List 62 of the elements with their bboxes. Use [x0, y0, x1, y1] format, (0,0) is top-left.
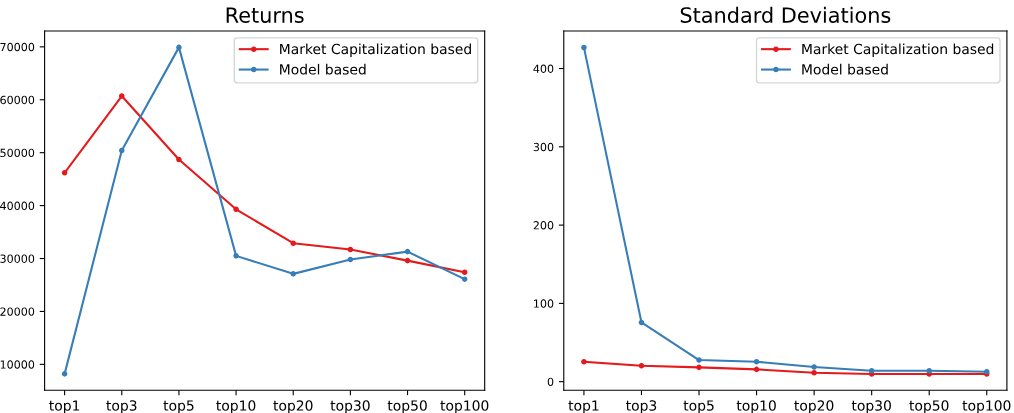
y-tick-label: 60000: [0, 95, 35, 105]
point: [811, 369, 817, 376]
legend-label: Model based: [802, 63, 888, 75]
point: [176, 156, 182, 163]
point: [347, 246, 354, 253]
x-tick-label: top100: [962, 400, 1011, 413]
point: [404, 248, 411, 255]
point: [696, 357, 702, 363]
x-tick-label: top20: [794, 400, 834, 413]
point: [638, 362, 645, 369]
point: [233, 206, 239, 213]
x-tick-label: top5: [683, 400, 714, 413]
y-tick-label: 100: [534, 299, 554, 308]
x-tick-label: top30: [330, 400, 370, 413]
x-tick-label: top5: [163, 400, 194, 413]
legend-label: Market Capitalization based: [802, 43, 994, 57]
point: [581, 44, 587, 51]
x-tick-label: top30: [851, 400, 891, 413]
point: [811, 364, 817, 370]
point: [61, 170, 68, 176]
x-tick-label: top20: [273, 400, 313, 413]
chart-title: Standard Deviations: [680, 6, 891, 23]
point: [176, 44, 182, 51]
x-tick-label: top1: [49, 400, 80, 413]
point: [61, 371, 68, 377]
point: [461, 276, 468, 282]
chart-title: Returns: [226, 7, 304, 23]
point: [753, 358, 760, 365]
point: [461, 269, 468, 276]
x-tick-label: top50: [909, 400, 949, 413]
y-tick-label: 50000: [0, 148, 35, 158]
x-tick-label: top10: [736, 400, 776, 413]
point: [118, 93, 125, 99]
legend-label: Market Capitalization based: [280, 43, 471, 57]
y-tick-label: 400: [533, 64, 554, 73]
point: [753, 366, 760, 373]
point: [290, 271, 297, 277]
point: [233, 253, 239, 259]
point: [347, 256, 354, 263]
x-tick-label: top3: [106, 400, 137, 413]
y-tick-label: 300: [533, 142, 554, 152]
point: [581, 358, 587, 365]
x-tick-label: top100: [440, 400, 489, 413]
point: [118, 147, 125, 154]
y-tick-label: 200: [533, 221, 554, 230]
point: [290, 240, 297, 246]
y-tick-label: 40000: [0, 201, 35, 210]
y-tick-label: 0: [547, 377, 554, 387]
point: [696, 364, 702, 371]
y-tick-label: 10000: [0, 360, 35, 369]
x-tick-label: top3: [626, 400, 657, 413]
point: [868, 367, 875, 374]
legend-label: Model based: [280, 63, 366, 75]
point: [926, 367, 932, 374]
point: [638, 319, 645, 326]
x-tick-label: top10: [216, 400, 256, 413]
point: [404, 257, 411, 264]
x-tick-label: top50: [387, 400, 427, 413]
y-tick-label: 20000: [0, 307, 35, 316]
y-tick-label: 30000: [0, 254, 35, 263]
y-tick-label: 70000: [0, 42, 35, 52]
x-tick-label: top1: [568, 400, 599, 413]
